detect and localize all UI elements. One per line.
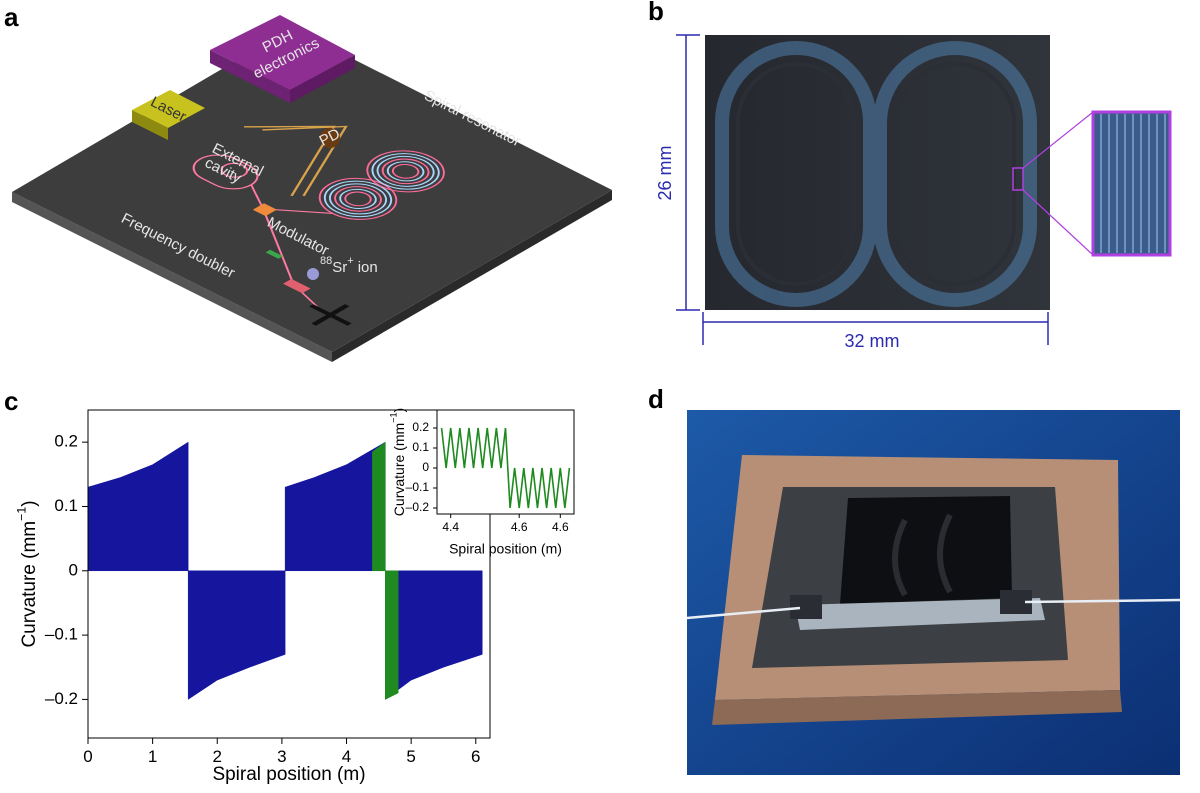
panel-b: b 26 mm 32 mm	[648, 0, 1172, 351]
y-tick-label: –0.1	[45, 625, 78, 644]
inset-background	[437, 410, 574, 514]
x-tick-label: 3	[277, 747, 286, 766]
fiber-clamp	[790, 595, 822, 619]
panel-label: a	[4, 2, 19, 32]
y-tick-label: 0	[69, 560, 78, 579]
chip-layout	[192, 125, 445, 326]
pd-detector	[320, 128, 340, 148]
x-tick-label: 4.4	[442, 520, 459, 534]
y-tick-label: 0.2	[54, 432, 78, 451]
y-tick-label: –0.1	[406, 480, 430, 494]
y-axis-label: Curvature (mm−1)	[389, 408, 407, 516]
zoom-inset	[1091, 110, 1172, 257]
fiber	[686, 598, 1181, 620]
ion-label: 88Sr+ ion	[320, 255, 378, 276]
x-tick-label: 0	[83, 747, 92, 766]
holder-edge	[712, 690, 1122, 725]
panel-label: d	[648, 384, 664, 414]
panel-d: d	[648, 384, 1181, 775]
laser-box-side	[132, 110, 168, 140]
dimension-lines	[676, 34, 1049, 345]
chip-reflection	[892, 513, 953, 597]
y-tick-label: –0.2	[45, 689, 78, 708]
y-axis-label: Curvature (mm−1)	[15, 500, 40, 647]
width-label: 32 mm	[844, 331, 899, 351]
y-tick-label: 0.1	[54, 496, 78, 515]
chip	[840, 496, 1012, 604]
ion-word: ion	[358, 259, 378, 276]
x-tick-label: 2	[213, 747, 222, 766]
y-tick-label: 0.2	[412, 420, 429, 434]
laser-box	[132, 90, 205, 128]
curvature-line	[440, 427, 571, 509]
y-axis-label-close: )	[391, 408, 407, 413]
pdh-box	[210, 15, 355, 90]
y-axis-label-close: )	[19, 500, 40, 506]
panel-label: b	[648, 0, 664, 26]
spiral-inner	[736, 62, 1016, 286]
panel-label: c	[4, 386, 18, 416]
ion	[307, 268, 319, 280]
y-axis-label-text: Curvature (mm	[19, 521, 40, 648]
panel-c: 0 1 2 3 4 5 6 –0.2 –0.1 0 0.1 0.2 Spiral position (m…	[15, 408, 575, 785]
x-tick-label: 1	[148, 747, 157, 766]
y-axis-label-exponent: −1	[389, 412, 399, 422]
curvature-area	[372, 441, 399, 700]
plot-frame	[436, 409, 575, 515]
slab-side	[332, 190, 612, 362]
x-tick-label: 4.6	[552, 520, 569, 534]
y-axis-label-text: Curvature (mm	[391, 423, 407, 516]
x-axis-label: Spiral position (m)	[449, 541, 562, 557]
x-tick-label: 4.6	[511, 520, 528, 534]
plot-frame	[87, 409, 491, 739]
zoom-stripes	[1100, 114, 1166, 253]
y-tick-label: 0.1	[412, 440, 429, 454]
ion-symbol: Sr	[332, 259, 347, 276]
y-axis-label-exponent: −1	[15, 507, 29, 521]
mount-plate	[795, 598, 1045, 630]
pdh-box-side	[210, 50, 290, 103]
height-label: 26 mm	[655, 145, 675, 200]
panel-a: a	[4, 2, 612, 362]
spiral-loops	[715, 41, 1037, 307]
y-tick-label: 0	[422, 460, 429, 474]
x-tick-label: 4	[342, 747, 351, 766]
zoom-lines	[1022, 111, 1094, 256]
ion-mass: 88	[320, 255, 332, 267]
y-tick-label: –0.2	[406, 500, 430, 514]
slab-side	[12, 192, 332, 362]
x-tick-label: 6	[471, 747, 480, 766]
pdh-box-side	[290, 55, 355, 103]
x-axis-label: Spiral position (m)	[212, 764, 365, 785]
x-tick-label: 5	[406, 747, 415, 766]
ion-charge: +	[347, 255, 353, 267]
zoom-marker	[1012, 167, 1024, 191]
